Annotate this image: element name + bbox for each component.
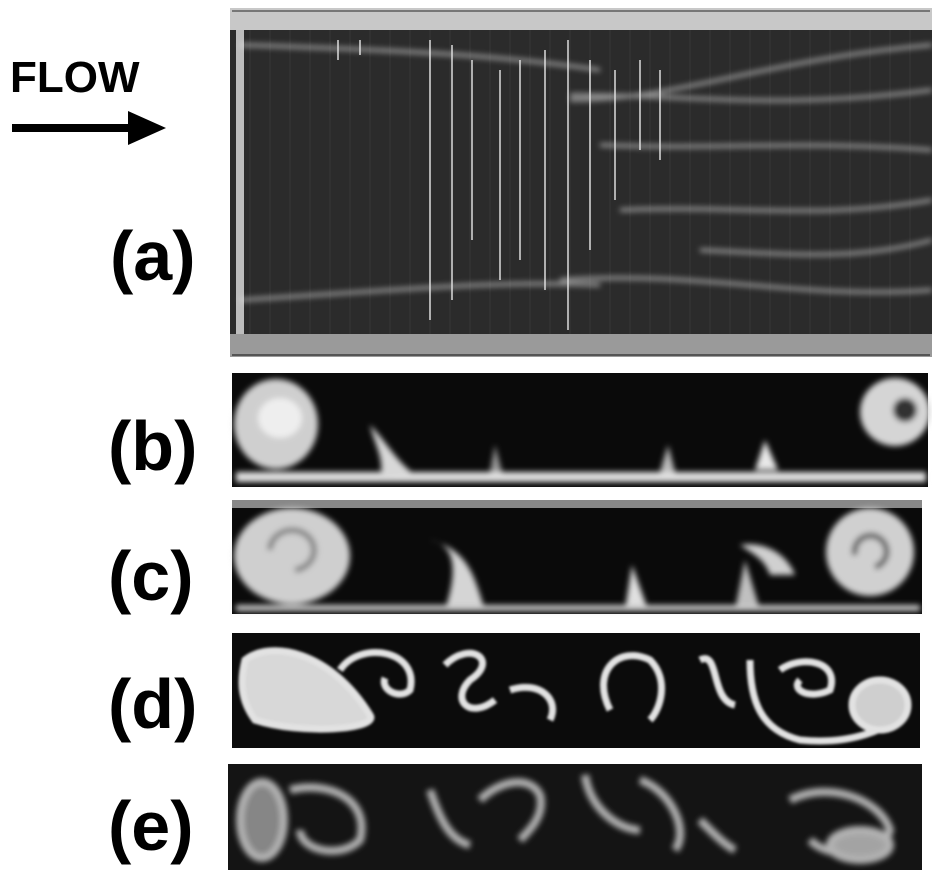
figure: FLOW (a) (b) (c) (d) (e) bbox=[0, 0, 932, 875]
panel-label: (c) bbox=[108, 537, 194, 615]
panel-label: (e) bbox=[108, 787, 194, 865]
photo-e bbox=[228, 764, 922, 870]
flow-label: FLOW bbox=[10, 53, 140, 102]
photo-b bbox=[232, 373, 930, 487]
flow-arrow bbox=[12, 111, 166, 145]
panel-label: (b) bbox=[108, 407, 197, 485]
page: FLOW (a) (b) (c) (d) (e) bbox=[0, 0, 932, 875]
photo-d bbox=[232, 633, 920, 748]
photo-a bbox=[230, 8, 932, 357]
photo-c bbox=[232, 500, 922, 614]
panel-label: (d) bbox=[108, 665, 197, 743]
panel-label: (a) bbox=[110, 217, 196, 295]
